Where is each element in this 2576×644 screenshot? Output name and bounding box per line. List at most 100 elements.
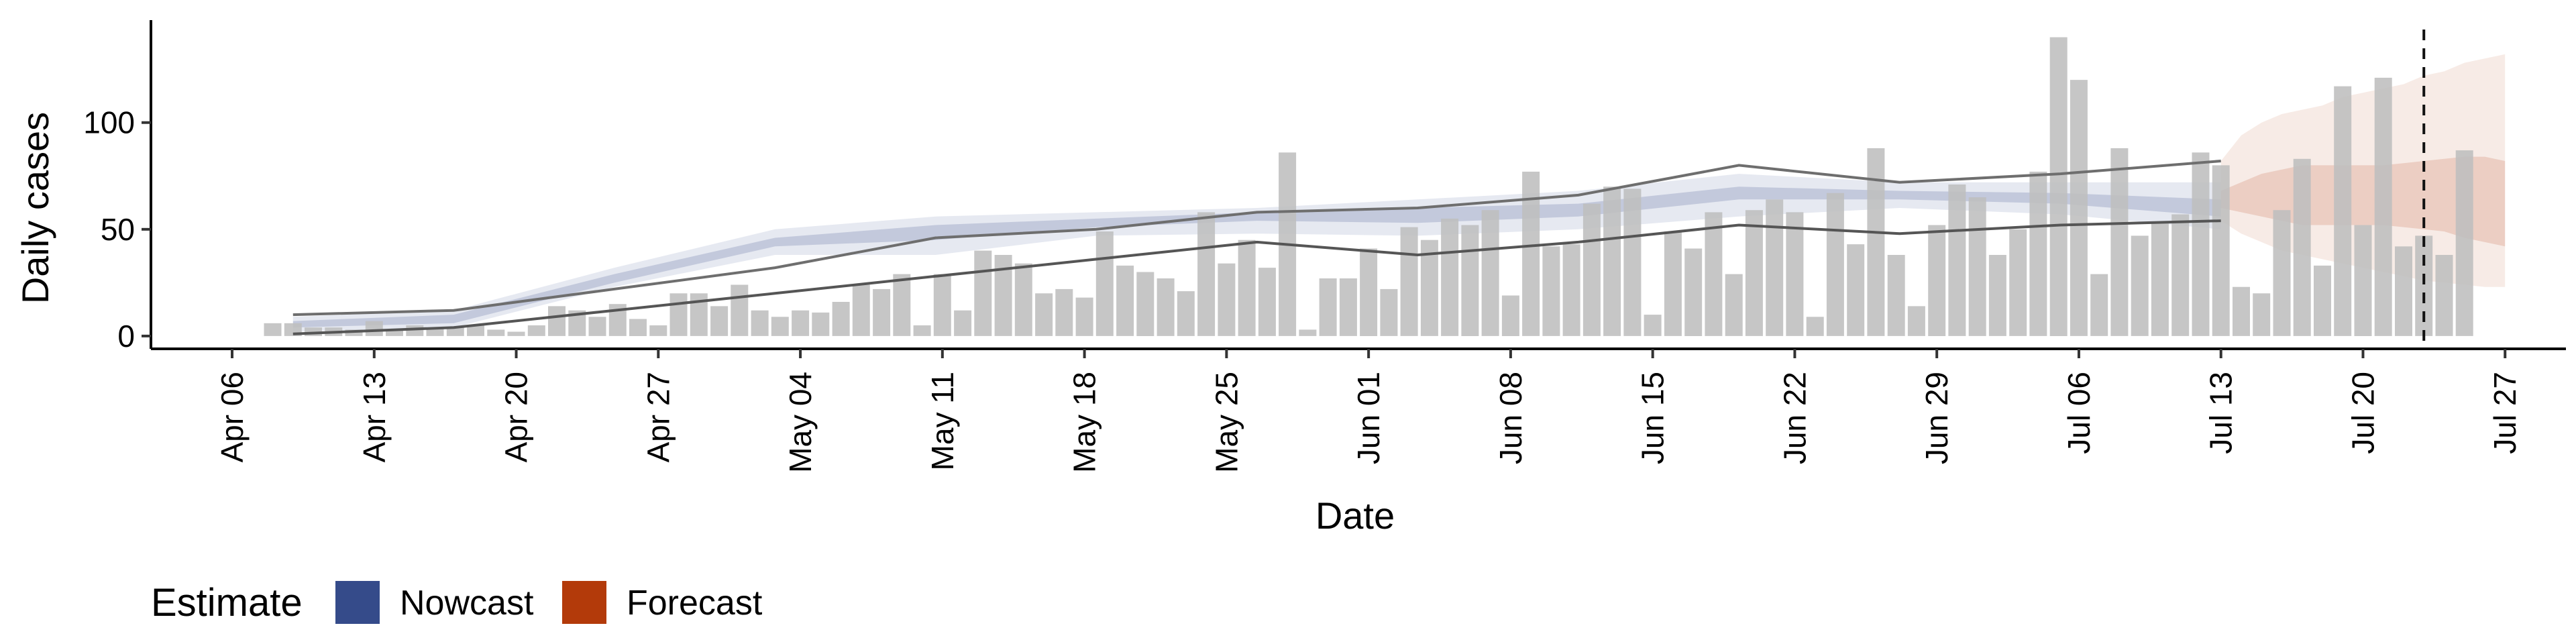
case-bar [852,284,870,336]
x-tick-label: Jun 22 [1777,372,1812,464]
case-bar [2435,255,2453,336]
case-bar [1420,239,1438,336]
case-bar [629,319,647,336]
case-bar [771,317,789,336]
legend-swatch-nowcast [335,581,380,624]
y-axis-title: Daily cases [14,112,56,304]
case-bar [588,317,606,336]
case-bar [1826,193,1844,336]
case-bar [1522,171,1540,336]
case-bar [548,306,566,336]
case-bar [974,250,992,336]
y-tick-label: 50 [101,212,135,247]
case-bar [2131,235,2149,336]
x-tick-label: May 25 [1209,372,1244,473]
case-bar [2395,246,2412,336]
case-bar [1035,293,1053,336]
x-tick-label: Jun 01 [1351,372,1386,464]
tick-labels: 0 50 100 Apr 06 Apr 13 Apr 20 Apr 27 May 04 May … [83,105,2522,473]
case-bar [1887,255,1905,336]
nowcast-inner-ribbon [292,186,2221,328]
case-bar [1644,315,1662,336]
case-bar [1766,199,1784,336]
case-bar [832,302,850,336]
case-bar [1745,210,1763,336]
case-bar [2233,286,2250,336]
case-bar [792,310,810,336]
legend-title: Estimate [151,581,303,625]
case-bar [1786,212,1804,336]
case-bar [873,288,891,336]
case-bar [1968,197,1986,336]
case-bar [467,325,484,336]
case-bar [1136,272,1155,336]
legend-label-nowcast: Nowcast [400,584,534,623]
case-bar [1582,203,1601,336]
case-bar [893,274,911,336]
case-bar [1988,255,2006,336]
case-bar [1075,297,1093,336]
case-bar [2253,293,2271,336]
case-bars [264,37,2473,336]
case-bar [1014,263,1032,336]
case-bar [913,325,931,336]
case-bar [2212,165,2230,336]
case-bar [345,329,363,336]
x-tick-label: Apr 27 [641,372,676,463]
case-bar [751,310,769,336]
case-bar [446,327,464,336]
y-tick-label: 0 [117,319,135,354]
case-bar [1664,231,1682,336]
case-bar [669,293,688,336]
case-bar [1481,210,1499,336]
x-tick-label: Apr 06 [215,372,250,463]
case-bar [1055,288,1073,336]
case-bar [1258,268,1276,336]
forecast-inner-ribbon [2220,156,2506,247]
case-bar [710,306,729,336]
case-bar [1948,184,1966,336]
case-bar [1806,317,1824,336]
case-bar [649,325,667,336]
case-bar [1542,246,1560,336]
case-bar [2314,265,2331,336]
case-bar [1177,291,1195,336]
nowcast-ribbons [292,174,2221,332]
case-bar [954,310,972,336]
case-bar [1400,227,1418,336]
case-bar [2273,210,2291,336]
case-bar [1461,225,1479,336]
nowcast-lower-line [292,219,2221,335]
case-bar [1928,225,1946,336]
case-bar [1603,186,1621,336]
x-tick-label: Jul 06 [2061,372,2096,454]
case-bar [1623,189,1642,336]
x-tick-label: May 11 [925,372,960,470]
legend: Estimate Nowcast Forecast [151,581,763,625]
x-tick-label: Jun 08 [1493,372,1528,464]
case-bar [1095,231,1114,336]
legend-label-forecast: Forecast [627,584,763,623]
case-bar [1360,248,1378,336]
case-bar [731,284,749,336]
x-tick-label: May 18 [1067,372,1102,473]
legend-swatch-forecast [562,581,606,624]
case-bar [1218,263,1236,336]
case-bar [1441,218,1459,336]
case-bar [1238,239,1256,336]
case-bar [1684,248,1703,336]
case-bar [2070,80,2088,336]
axes [142,20,2566,358]
case-bar [1562,244,1580,336]
case-bar [1907,306,1925,336]
case-bar [1319,278,1337,336]
case-bar [527,325,545,336]
case-bar [1380,288,1398,336]
x-tick-label: Apr 20 [499,372,534,463]
case-bar [2171,214,2190,336]
case-bar [386,329,403,336]
case-bar [1705,212,1723,336]
x-axis-title: Date [1316,494,1395,537]
x-tick-label: Jul 13 [2204,372,2239,454]
